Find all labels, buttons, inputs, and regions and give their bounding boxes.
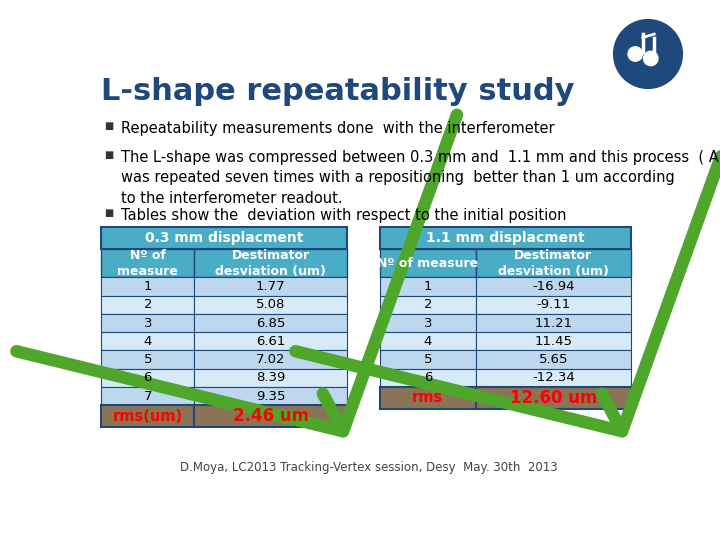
FancyBboxPatch shape: [476, 314, 631, 332]
FancyBboxPatch shape: [101, 295, 194, 314]
Text: 3: 3: [423, 316, 432, 329]
FancyBboxPatch shape: [476, 249, 631, 277]
Text: Nº of measure: Nº of measure: [377, 256, 478, 269]
Text: L-shape repeatability study: L-shape repeatability study: [101, 77, 575, 106]
Text: ■: ■: [104, 121, 113, 131]
Text: 5: 5: [423, 353, 432, 366]
FancyBboxPatch shape: [194, 249, 347, 277]
FancyBboxPatch shape: [476, 387, 631, 409]
Text: 2.46 um: 2.46 um: [233, 407, 309, 425]
FancyBboxPatch shape: [194, 295, 347, 314]
Text: -9.11: -9.11: [536, 298, 570, 311]
Text: 1.1 mm displacment: 1.1 mm displacment: [426, 231, 585, 245]
FancyArrowPatch shape: [17, 115, 457, 431]
FancyBboxPatch shape: [101, 227, 347, 249]
FancyBboxPatch shape: [194, 406, 347, 427]
Text: Nº of
measure: Nº of measure: [117, 248, 179, 278]
Text: Repeatability measurements done  with the interferometer: Repeatability measurements done with the…: [121, 121, 554, 136]
Text: 9.35: 9.35: [256, 390, 285, 403]
FancyBboxPatch shape: [476, 295, 631, 314]
Text: 2: 2: [423, 298, 432, 311]
FancyBboxPatch shape: [101, 387, 194, 406]
FancyBboxPatch shape: [194, 314, 347, 332]
Text: 2: 2: [143, 298, 152, 311]
FancyBboxPatch shape: [380, 227, 631, 249]
Text: 11.45: 11.45: [534, 335, 572, 348]
Circle shape: [628, 47, 642, 61]
Text: The L-shape was compressed between 0.3 mm and  1.1 mm and this process  ( A
was : The L-shape was compressed between 0.3 m…: [121, 150, 719, 206]
Text: 5: 5: [143, 353, 152, 366]
Text: 7: 7: [143, 390, 152, 403]
FancyBboxPatch shape: [380, 369, 476, 387]
Polygon shape: [613, 19, 683, 89]
FancyBboxPatch shape: [194, 350, 347, 369]
Text: 0.3 mm displacment: 0.3 mm displacment: [145, 231, 303, 245]
Text: D.Moya, LC2013 Tracking-Vertex session, Desy  May. 30th  2013: D.Moya, LC2013 Tracking-Vertex session, …: [180, 461, 558, 474]
Text: 1: 1: [423, 280, 432, 293]
Text: 1: 1: [143, 280, 152, 293]
Circle shape: [644, 51, 658, 66]
Text: rms: rms: [413, 390, 444, 406]
FancyBboxPatch shape: [380, 249, 476, 277]
Text: rms(um): rms(um): [113, 409, 183, 424]
Text: 8.39: 8.39: [256, 372, 285, 384]
FancyBboxPatch shape: [194, 387, 347, 406]
FancyBboxPatch shape: [476, 350, 631, 369]
FancyBboxPatch shape: [476, 277, 631, 295]
FancyBboxPatch shape: [380, 350, 476, 369]
Text: ■: ■: [104, 150, 113, 160]
Text: 4: 4: [143, 335, 152, 348]
FancyBboxPatch shape: [380, 295, 476, 314]
FancyBboxPatch shape: [194, 332, 347, 350]
Text: 6.61: 6.61: [256, 335, 285, 348]
FancyBboxPatch shape: [101, 369, 194, 387]
FancyBboxPatch shape: [194, 369, 347, 387]
FancyBboxPatch shape: [194, 277, 347, 295]
FancyBboxPatch shape: [101, 277, 194, 295]
FancyBboxPatch shape: [101, 332, 194, 350]
FancyBboxPatch shape: [380, 387, 476, 409]
Text: Tables show the  deviation with respect to the initial position: Tables show the deviation with respect t…: [121, 208, 566, 223]
FancyBboxPatch shape: [101, 249, 194, 277]
Text: 6.85: 6.85: [256, 316, 285, 329]
Text: 3: 3: [143, 316, 152, 329]
FancyBboxPatch shape: [476, 332, 631, 350]
Text: 5.65: 5.65: [539, 353, 568, 366]
Text: 5.08: 5.08: [256, 298, 285, 311]
FancyBboxPatch shape: [380, 277, 476, 295]
FancyBboxPatch shape: [380, 314, 476, 332]
Text: -12.34: -12.34: [532, 372, 575, 384]
Text: 12.60 um: 12.60 um: [510, 389, 597, 407]
Text: 1.77: 1.77: [256, 280, 285, 293]
Text: 4: 4: [423, 335, 432, 348]
Text: Destimator
desviation (um): Destimator desviation (um): [498, 248, 609, 278]
FancyArrowPatch shape: [295, 115, 720, 431]
FancyBboxPatch shape: [380, 332, 476, 350]
FancyBboxPatch shape: [101, 314, 194, 332]
Text: -16.94: -16.94: [532, 280, 575, 293]
FancyBboxPatch shape: [101, 350, 194, 369]
Text: ■: ■: [104, 208, 113, 218]
Text: Destimator
desviation (um): Destimator desviation (um): [215, 248, 326, 278]
Text: 7.02: 7.02: [256, 353, 285, 366]
FancyBboxPatch shape: [476, 369, 631, 387]
Text: 6: 6: [423, 372, 432, 384]
Text: 11.21: 11.21: [534, 316, 572, 329]
FancyBboxPatch shape: [101, 406, 194, 427]
Text: 6: 6: [143, 372, 152, 384]
